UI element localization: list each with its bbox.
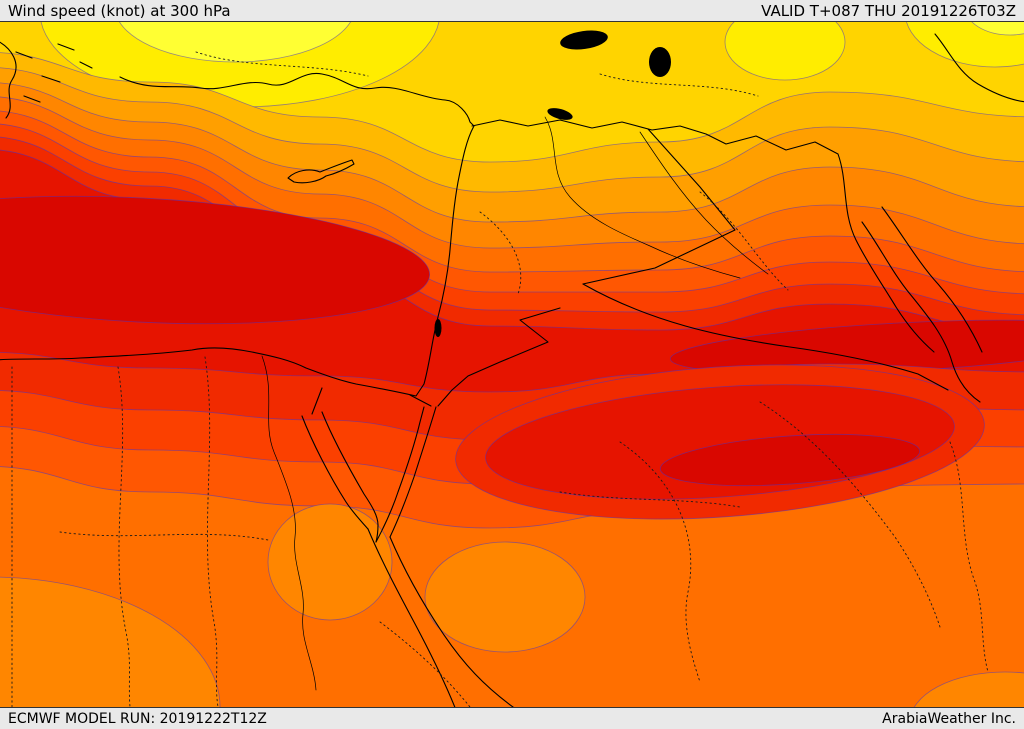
coastline-persian-gulf <box>861 206 983 403</box>
river-nile <box>261 355 317 691</box>
coastline-mediterranean <box>0 72 475 397</box>
lake-van <box>560 30 608 50</box>
border-egypt-israel <box>409 394 432 407</box>
dead-sea <box>434 319 442 337</box>
dotted-admin-borders <box>11 51 989 707</box>
lakes <box>434 30 671 337</box>
lake-urmia <box>649 47 671 77</box>
coastline-gulf-of-aqaba <box>375 406 437 543</box>
wind-speed-map-svg <box>0 22 1024 707</box>
border-syria-iraq-jordan <box>437 128 736 407</box>
model-run-label: ECMWF MODEL RUN: 20191222T12Z <box>8 710 267 727</box>
band-brightest-yellow-blob <box>971 22 1024 36</box>
coastline-red-sea <box>367 528 514 707</box>
border-saudi-iraq <box>582 283 949 391</box>
country-borders <box>0 33 1024 707</box>
coastline-aegean <box>0 41 93 119</box>
footer-bar: ECMWF MODEL RUN: 20191222T12Z ArabiaWeat… <box>0 707 1024 729</box>
band-light-patch <box>0 576 221 707</box>
band-yellow-blob <box>724 22 846 81</box>
lake-assad <box>547 108 573 120</box>
border-turkey-syria-iraq-iran <box>471 119 935 353</box>
band-brightest-yellow-blob <box>119 22 351 63</box>
coastline-cyprus <box>287 159 355 184</box>
river-euphrates <box>544 116 741 279</box>
band-light-patch <box>424 541 586 653</box>
band-tongue-core <box>659 433 921 487</box>
map-title: Wind speed (knot) at 300 hPa <box>8 1 231 20</box>
coastline-caspian <box>934 33 1024 103</box>
weather-map <box>0 22 1024 707</box>
band-core-blob <box>0 195 431 325</box>
coastline-gulf-of-suez <box>301 411 379 543</box>
header-bar: Wind speed (knot) at 300 hPa VALID T+087… <box>0 0 1024 22</box>
brand-label: ArabiaWeather Inc. <box>882 710 1016 727</box>
valid-time-label: VALID T+087 THU 20191226T03Z <box>761 1 1016 20</box>
band-light-patch <box>913 671 1024 707</box>
river-tigris <box>639 131 769 275</box>
band-light-patch <box>267 503 393 621</box>
contour-bands <box>0 22 1024 707</box>
coastline-suez-canal <box>311 387 323 415</box>
